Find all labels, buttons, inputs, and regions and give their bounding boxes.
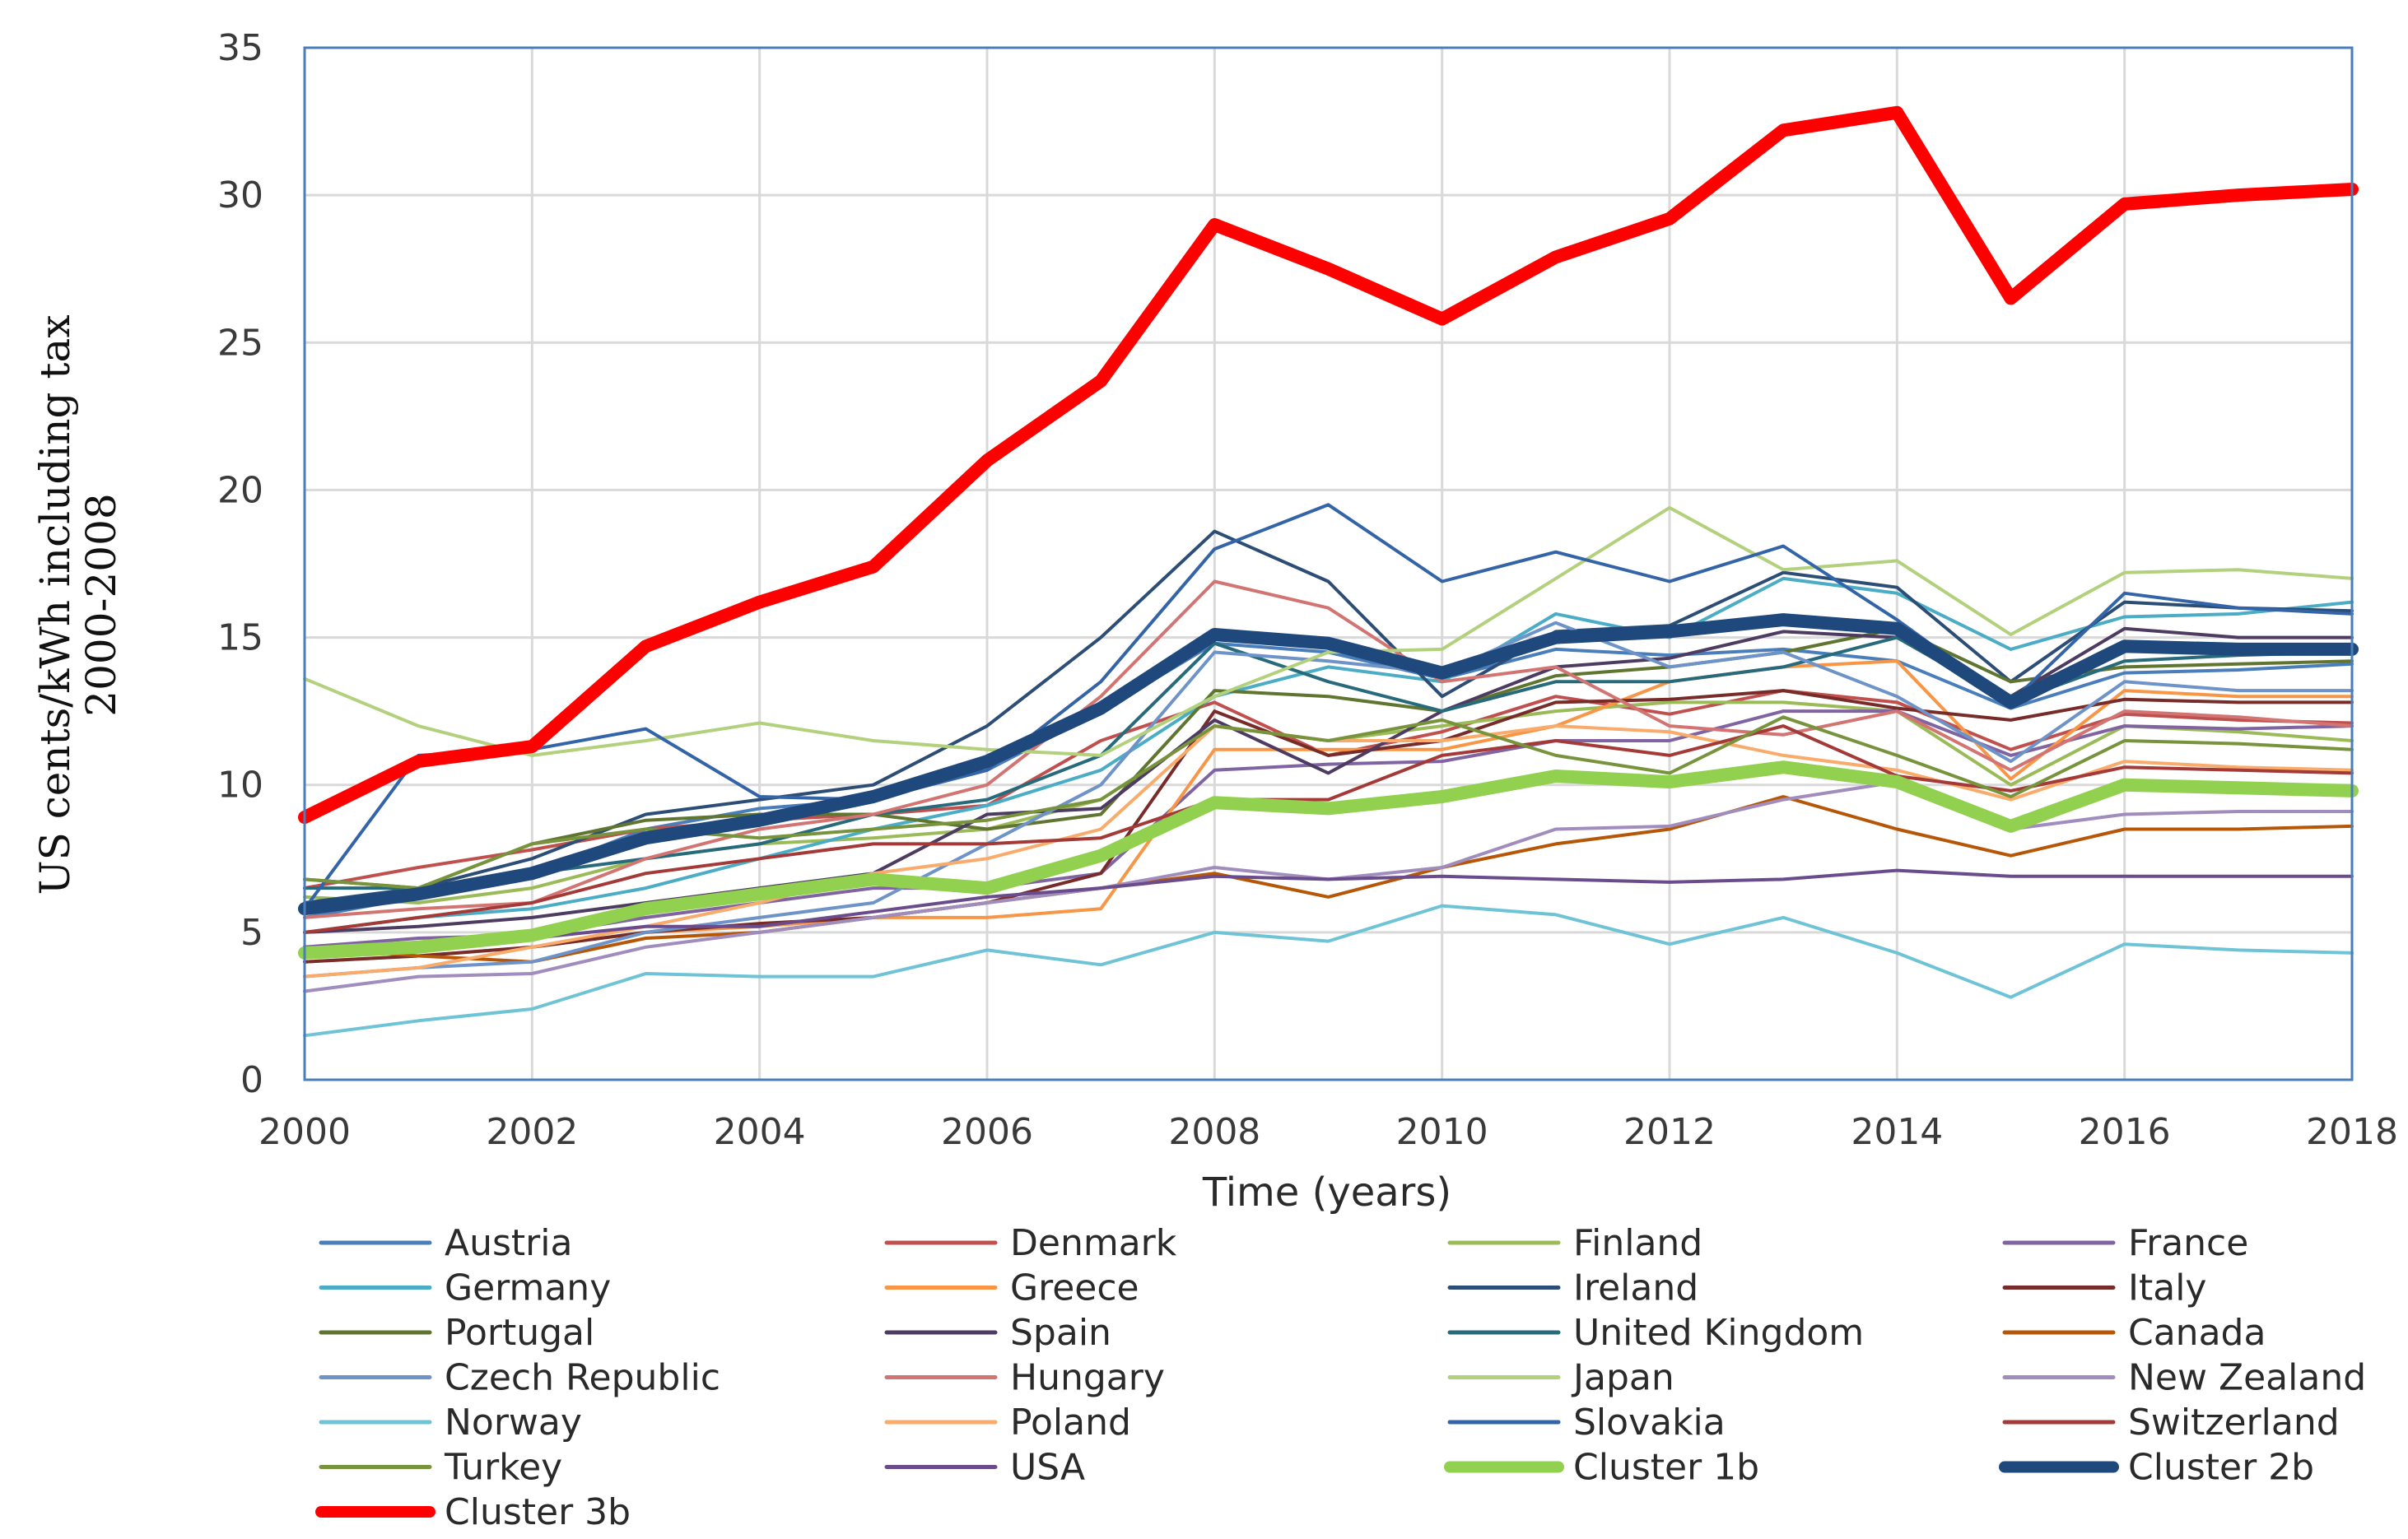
x-tick-label-9: 2018 <box>2306 1111 2398 1153</box>
series-line-12 <box>303 621 2354 979</box>
legend-item-6: Ireland <box>1447 1267 1698 1309</box>
y-tick-label-1: 5 <box>240 912 263 954</box>
y-tick-label-2: 10 <box>217 765 263 807</box>
legend: Austria Denmark Finland France Germany Greece… <box>315 1222 2366 1533</box>
legend-label-16: Norway <box>445 1402 582 1444</box>
legend-label-1: Denmark <box>1010 1222 1177 1264</box>
legend-item-1: Denmark <box>884 1222 1177 1264</box>
series-line-24 <box>298 105 2359 825</box>
x-tick-label-1: 2002 <box>486 1111 578 1153</box>
legend-item-23: Cluster 2b <box>1999 1447 2314 1489</box>
series-line-14 <box>303 505 2354 757</box>
legend-item-16: Norway <box>319 1402 582 1444</box>
legend-item-7: Italy <box>2002 1267 2206 1309</box>
legend-item-19: Switzerland <box>2002 1402 2340 1444</box>
x-tick-label-4: 2008 <box>1168 1111 1260 1153</box>
series-line-22 <box>298 760 2359 960</box>
legend-item-18: Slovakia <box>1447 1402 1726 1444</box>
y-tick-label-4: 20 <box>217 469 263 511</box>
legend-item-2: Finland <box>1447 1222 1702 1264</box>
x-tick-label-2: 2004 <box>714 1111 806 1153</box>
x-axis-tick-labels: 2000 2002 2004 2006 2008 2010 2012 2014 2016 2018 <box>258 1111 2398 1153</box>
x-tick-label-6: 2012 <box>1623 1111 1716 1153</box>
legend-label-7: Italy <box>2128 1267 2206 1309</box>
legend-label-15: New Zealand <box>2128 1357 2366 1399</box>
y-axis-tick-labels: 0 5 10 15 20 25 30 35 <box>217 27 263 1101</box>
legend-label-19: Switzerland <box>2128 1402 2340 1444</box>
legend-item-5: Greece <box>884 1267 1139 1309</box>
legend-item-10: United Kingdom <box>1447 1312 1864 1354</box>
legend-label-24: Cluster 3b <box>445 1491 631 1533</box>
x-tick-label-5: 2010 <box>1396 1111 1488 1153</box>
legend-label-6: Ireland <box>1573 1267 1698 1309</box>
legend-label-23: Cluster 2b <box>2128 1447 2314 1489</box>
x-tick-label-0: 2000 <box>258 1111 351 1153</box>
plot-area-border <box>303 46 2354 1081</box>
x-tick-label-3: 2006 <box>941 1111 1033 1153</box>
legend-item-20: Turkey <box>319 1447 562 1489</box>
x-axis-title: Time (years) <box>1202 1169 1451 1216</box>
legend-label-10: United Kingdom <box>1573 1312 1864 1354</box>
series-line-21 <box>303 868 2354 949</box>
legend-label-14: Japan <box>1571 1357 1674 1399</box>
legend-label-0: Austria <box>445 1222 572 1264</box>
legend-item-14: Japan <box>1447 1357 1674 1399</box>
legend-item-3: France <box>2002 1222 2248 1264</box>
y-tick-label-6: 30 <box>217 174 263 216</box>
series-line-20 <box>303 715 2354 890</box>
series-line-3 <box>303 709 2354 949</box>
legend-label-17: Poland <box>1010 1402 1131 1444</box>
legend-item-0: Austria <box>319 1222 572 1264</box>
legend-label-13: Hungary <box>1010 1357 1165 1399</box>
y-tick-label-3: 15 <box>217 617 263 659</box>
legend-item-17: Poland <box>884 1402 1131 1444</box>
legend-label-18: Slovakia <box>1573 1402 1726 1444</box>
legend-label-3: France <box>2128 1222 2248 1264</box>
legend-label-12: Czech Republic <box>445 1357 720 1399</box>
legend-label-22: Cluster 1b <box>1573 1447 1759 1489</box>
y-axis-title: US cents/kWh including tax <box>31 314 79 895</box>
series-line-11 <box>303 795 2354 964</box>
legend-label-20: Turkey <box>444 1447 562 1489</box>
series-line-23 <box>298 613 2359 916</box>
legend-item-13: Hungary <box>884 1357 1165 1399</box>
y-tick-label-7: 35 <box>217 27 263 69</box>
legend-item-4: Germany <box>319 1267 611 1309</box>
legend-item-22: Cluster 1b <box>1444 1447 1759 1489</box>
legend-item-12: Czech Republic <box>319 1357 720 1399</box>
legend-label-4: Germany <box>445 1267 611 1309</box>
legend-item-11: Canada <box>2002 1312 2266 1354</box>
legend-label-21: USA <box>1010 1447 1085 1489</box>
legend-label-9: Spain <box>1010 1312 1111 1354</box>
legend-item-21: USA <box>884 1447 1085 1489</box>
legend-item-15: New Zealand <box>2002 1357 2366 1399</box>
legend-item-8: Portugal <box>319 1312 594 1354</box>
series-line-13 <box>303 579 2354 919</box>
y-tick-label-0: 0 <box>240 1059 263 1101</box>
y-tick-label-5: 25 <box>217 322 263 364</box>
y-axis-title-years: 2000-2008 <box>77 493 125 716</box>
legend-item-24: Cluster 3b <box>315 1491 631 1533</box>
series-line-16 <box>303 904 2354 1038</box>
legend-item-9: Spain <box>884 1312 1111 1354</box>
series-line-19 <box>303 724 2354 934</box>
series-line-4 <box>303 576 2354 934</box>
legend-label-5: Greece <box>1010 1267 1139 1309</box>
legend-label-2: Finland <box>1573 1222 1702 1264</box>
series-lines <box>298 105 2359 1038</box>
series-line-8 <box>303 626 2354 890</box>
legend-label-11: Canada <box>2128 1312 2266 1354</box>
legend-label-8: Portugal <box>445 1312 594 1354</box>
x-tick-label-8: 2016 <box>2079 1111 2171 1153</box>
x-tick-label-7: 2014 <box>1851 1111 1943 1153</box>
